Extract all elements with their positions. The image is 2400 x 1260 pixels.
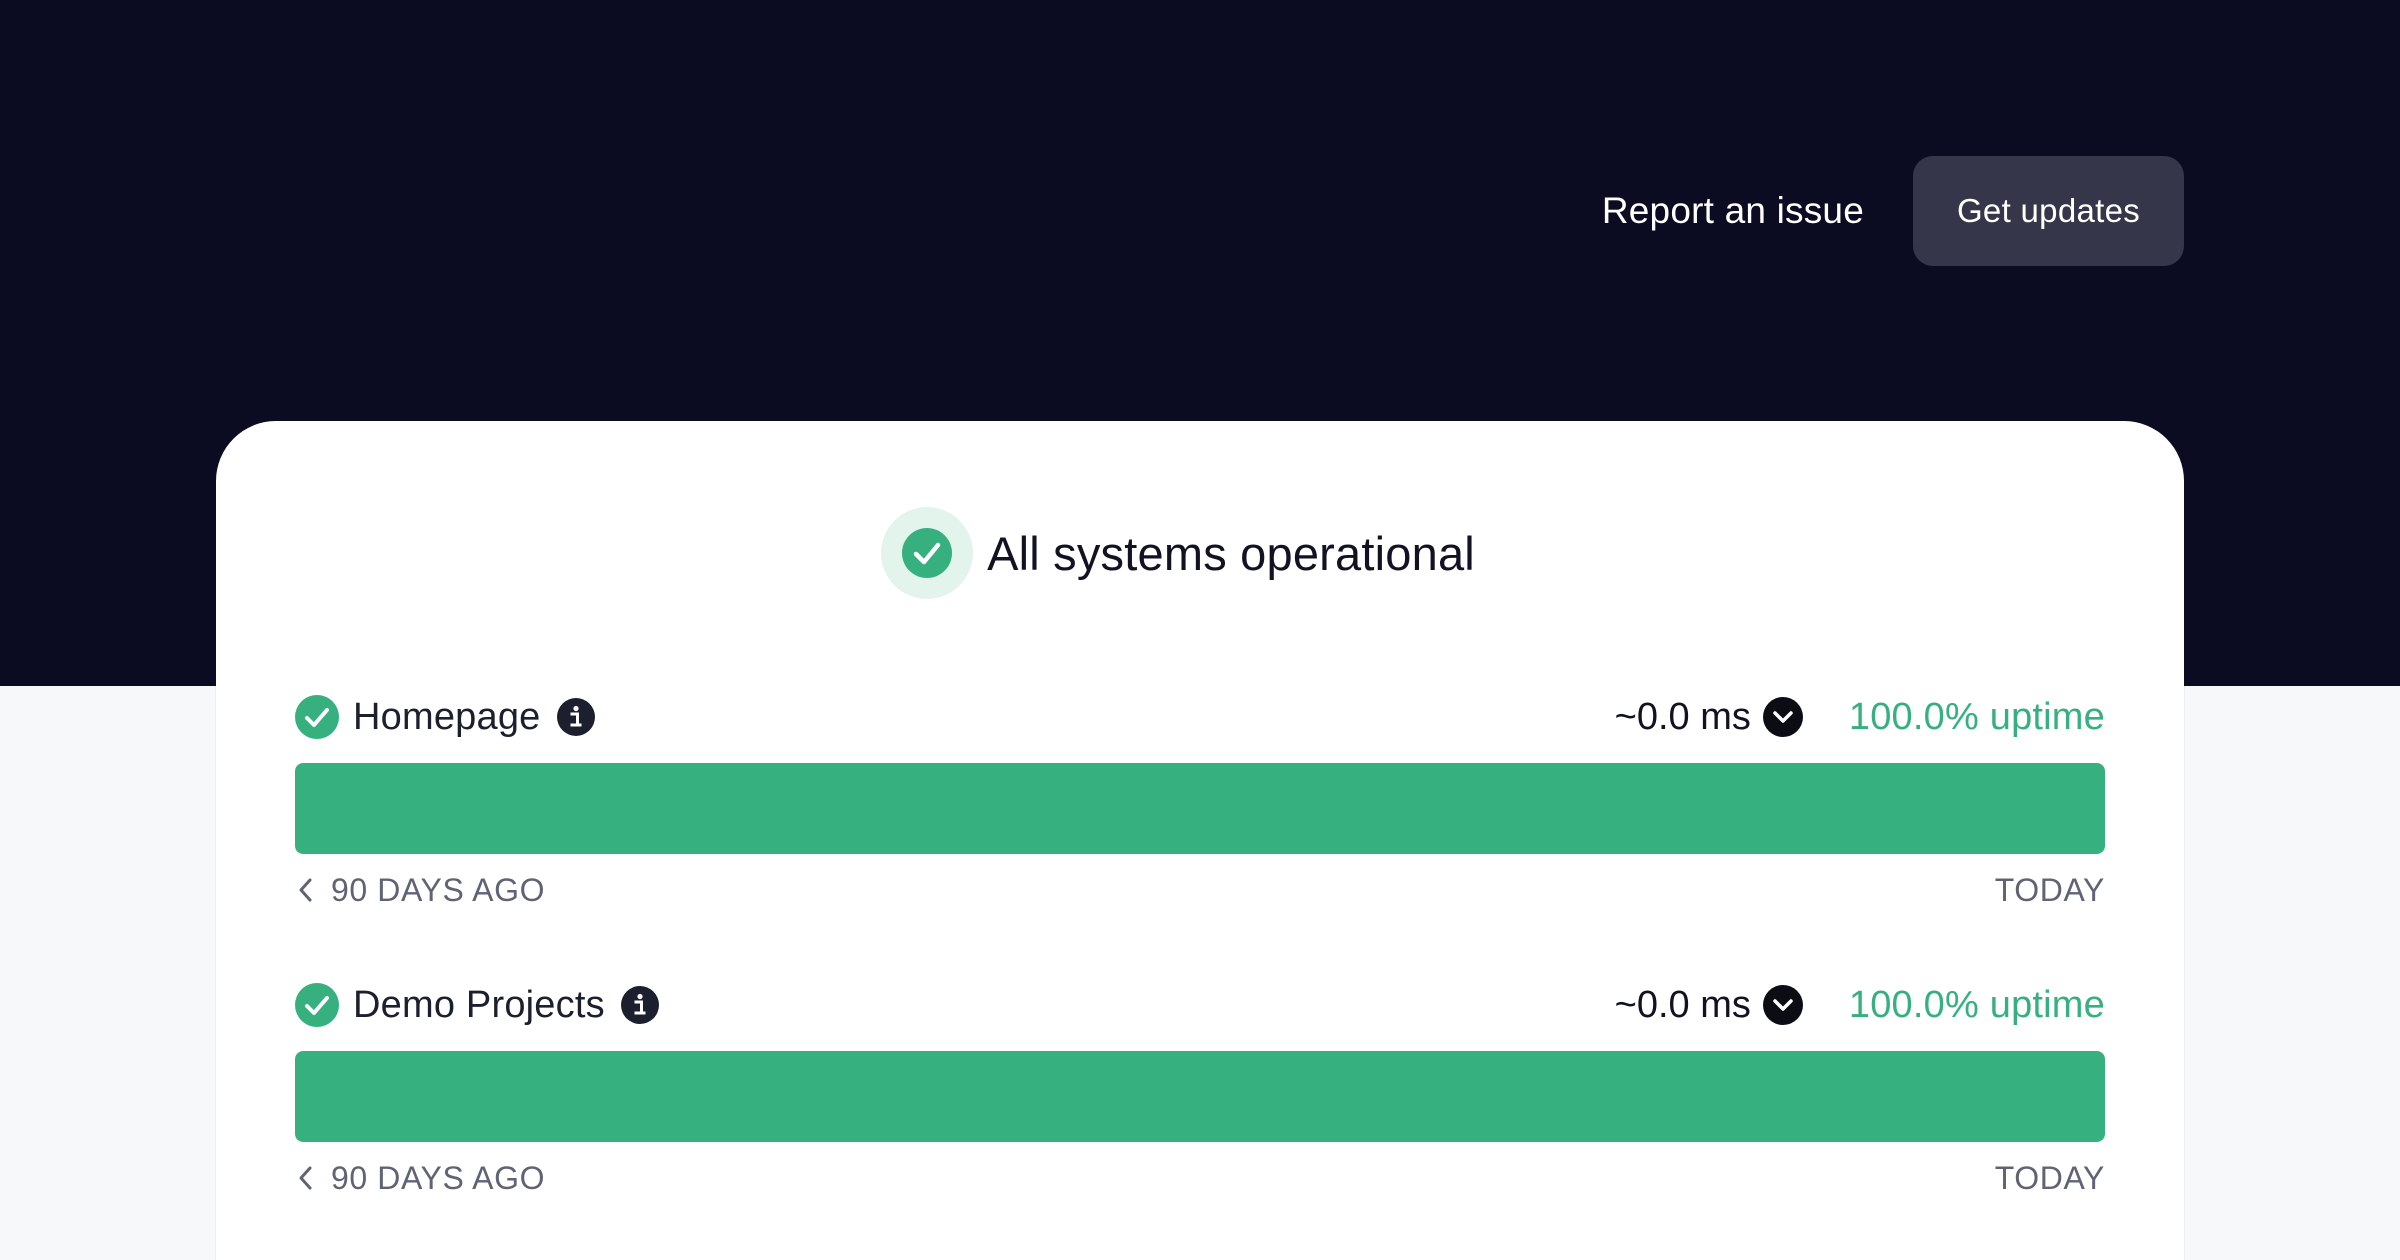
overall-status-title: All systems operational: [987, 526, 1475, 580]
uptime-value: 100.0% uptime: [1848, 983, 2105, 1026]
chevron-down-icon[interactable]: [1762, 985, 1803, 1025]
monitor-demo-projects: Demo Projects ~0.0 ms 100.0% uptime: [295, 975, 2105, 1196]
chevron-left-icon[interactable]: [295, 1163, 317, 1193]
range-end-label: TODAY: [1994, 1159, 2105, 1196]
uptime-bar[interactable]: [295, 1051, 2105, 1142]
chevron-left-icon[interactable]: [295, 875, 317, 905]
uptime-bar[interactable]: [295, 763, 2105, 854]
check-circle-icon: [295, 695, 339, 739]
monitor-homepage: Homepage ~0.0 ms 100.0% uptime: [295, 687, 2105, 908]
latency-value: ~0.0 ms: [1614, 983, 1751, 1026]
uptime-bar-fill: [295, 1051, 2105, 1142]
info-icon[interactable]: [556, 698, 595, 736]
overall-status: All systems operational: [0, 507, 2400, 599]
latency-value: ~0.0 ms: [1614, 695, 1751, 738]
check-circle-icon: [881, 507, 974, 599]
check-circle-icon: [295, 983, 339, 1027]
monitor-name: Demo Projects: [353, 983, 605, 1026]
header-actions: Report an issue Get updates: [1602, 156, 2184, 266]
monitor-name: Homepage: [353, 695, 541, 738]
get-updates-button[interactable]: Get updates: [1913, 156, 2184, 266]
info-icon[interactable]: [620, 986, 659, 1024]
chevron-down-icon[interactable]: [1762, 697, 1803, 737]
uptime-bar-fill: [295, 763, 2105, 854]
uptime-value: 100.0% uptime: [1848, 695, 2105, 738]
range-start-label: 90 DAYS AGO: [331, 871, 546, 908]
range-end-label: TODAY: [1994, 871, 2105, 908]
range-start-label: 90 DAYS AGO: [331, 1159, 546, 1196]
report-issue-link[interactable]: Report an issue: [1601, 190, 1864, 231]
